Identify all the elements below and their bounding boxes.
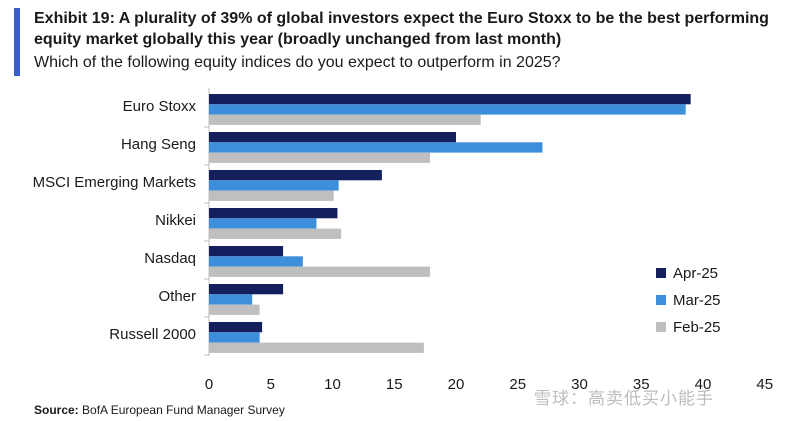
category-label: Nikkei [155, 212, 196, 229]
category-label: Euro Stoxx [123, 98, 197, 115]
legend-label: Mar-25 [673, 292, 721, 309]
x-tick-label: 15 [386, 376, 403, 393]
chart-subtitle: Which of the following equity indices do… [34, 54, 561, 71]
category-label: Hang Seng [121, 136, 196, 153]
x-tick-label: 5 [267, 376, 275, 393]
category-label: Other [158, 288, 196, 305]
bar-mar-25 [209, 104, 686, 115]
x-tick-label: 25 [509, 376, 526, 393]
legend-swatch [656, 322, 666, 332]
bar-mar-25 [209, 332, 260, 343]
x-tick-label: 40 [695, 376, 712, 393]
legend-swatch [656, 295, 666, 305]
source-text: BofA European Fund Manager Survey [78, 403, 285, 417]
legend-swatch [656, 268, 666, 278]
bar-feb-25 [209, 152, 431, 163]
chart-title: Exhibit 19: A plurality of 39% of global… [34, 10, 769, 48]
source-note: Source: BofA European Fund Manager Surve… [34, 403, 285, 417]
legend-label: Feb-25 [673, 319, 721, 336]
bar-feb-25 [209, 342, 424, 353]
bar-apr-25 [209, 246, 284, 257]
title-accent-bar [14, 8, 20, 76]
bar-apr-25 [209, 170, 382, 181]
bar-mar-25 [209, 294, 253, 305]
x-tick-label: 30 [571, 376, 588, 393]
source-label: Source: [34, 403, 79, 417]
bar-feb-25 [209, 228, 342, 239]
category-label: Nasdaq [144, 250, 196, 267]
x-tick-label: 0 [205, 376, 213, 393]
bar-apr-25 [209, 208, 338, 219]
bar-mar-25 [209, 256, 303, 267]
x-tick-label: 20 [448, 376, 465, 393]
bar-feb-25 [209, 304, 260, 315]
bar-apr-25 [209, 322, 263, 333]
bar-mar-25 [209, 142, 543, 153]
bar-feb-25 [209, 266, 431, 277]
category-label: Russell 2000 [109, 326, 196, 343]
bar-mar-25 [209, 180, 339, 191]
legend-label: Apr-25 [673, 265, 718, 282]
bar-apr-25 [209, 284, 284, 295]
x-tick-label: 45 [756, 376, 773, 393]
watermark: 雪球：高卖低买小能手 [534, 389, 714, 408]
bar-apr-25 [209, 132, 456, 143]
bar-feb-25 [209, 190, 334, 201]
x-tick-label: 35 [633, 376, 650, 393]
category-label: MSCI Emerging Markets [33, 174, 196, 191]
bar-apr-25 [209, 94, 691, 105]
x-tick-label: 10 [324, 376, 341, 393]
bar-mar-25 [209, 218, 317, 229]
bar-feb-25 [209, 114, 481, 125]
